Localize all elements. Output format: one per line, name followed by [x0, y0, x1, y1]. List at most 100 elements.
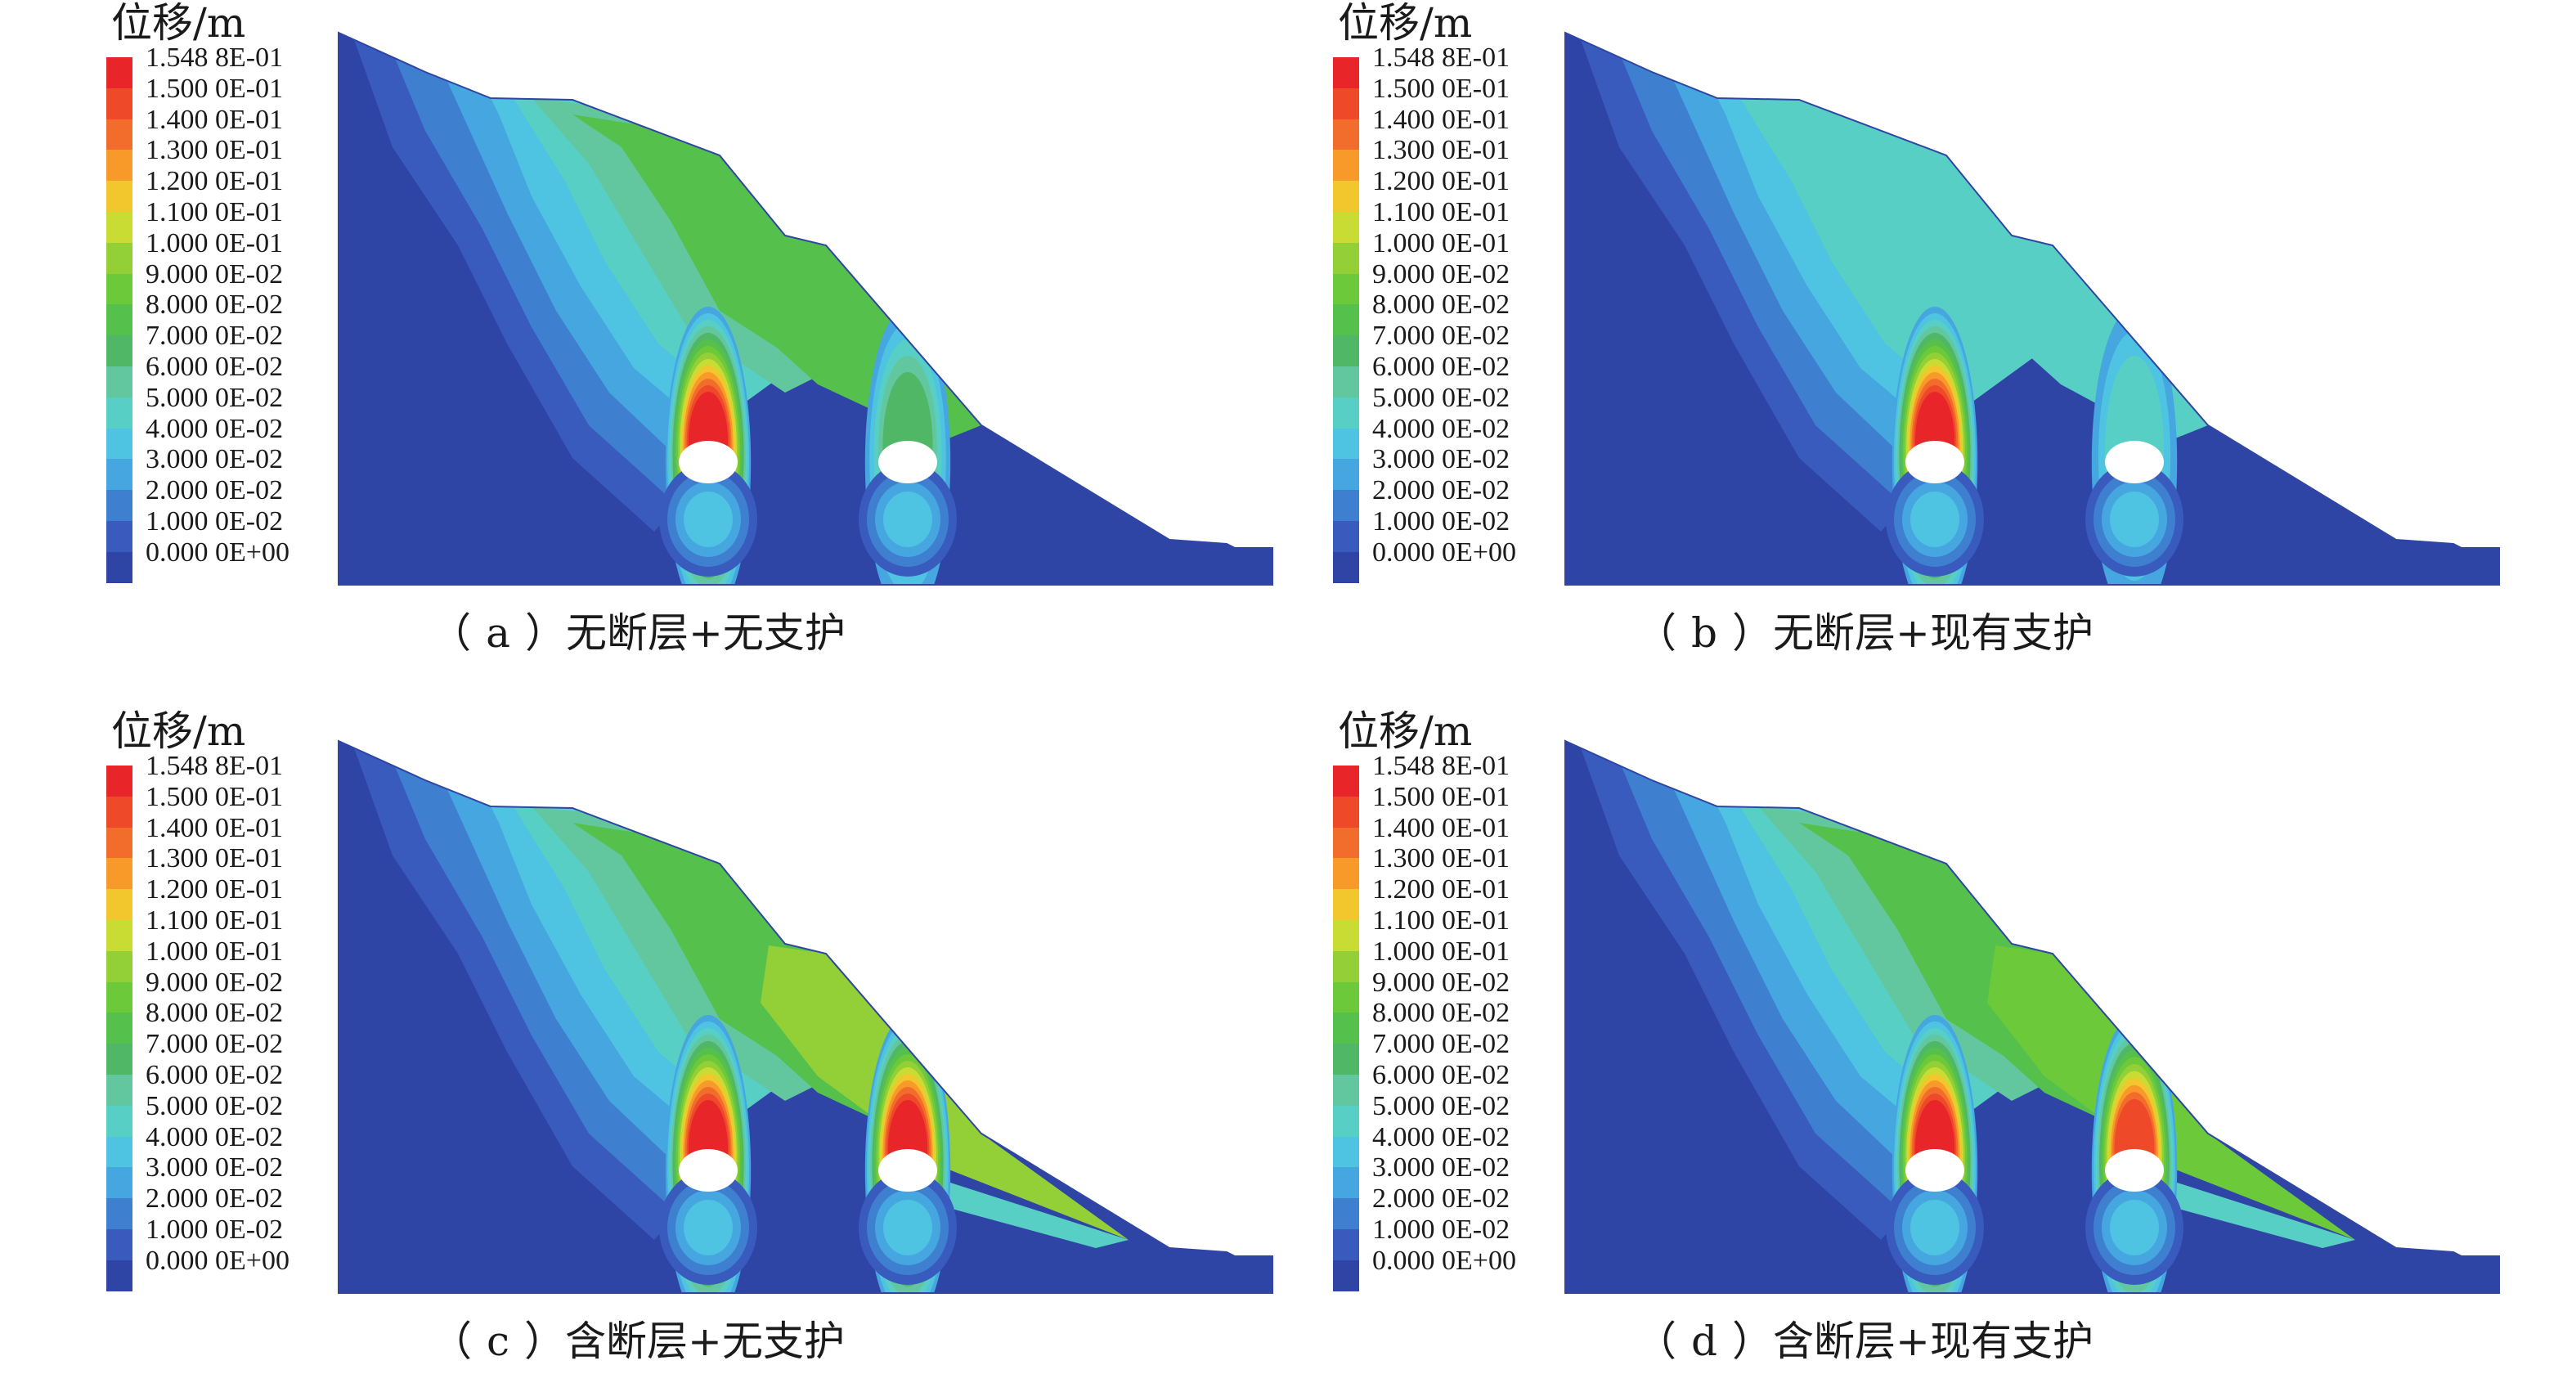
legend-swatch — [1333, 1074, 1359, 1106]
legend-tick-label: 3.000 0E-02 — [1372, 444, 1510, 475]
legend-swatch — [106, 1198, 132, 1229]
legend-tick-label: 9.000 0E-02 — [146, 258, 284, 290]
legend-swatch — [1333, 1167, 1359, 1199]
slope-outline — [338, 31, 1273, 586]
legend-tick-label: 1.400 0E-01 — [1372, 104, 1510, 135]
legend-tick-label: 3.000 0E-02 — [1372, 1152, 1510, 1183]
tunnel-opening — [1905, 441, 1964, 483]
panel-c: 位移/m 1.548 8E-01 1.500 0E-01 1.400 0E-01 1.… — [0, 708, 1276, 1392]
legend-unit-label: 位移/m — [111, 707, 246, 755]
legend-tick-label: 1.200 0E-01 — [1372, 874, 1510, 905]
legend-swatch — [1333, 150, 1359, 182]
tunnel-displacement-zone — [684, 1200, 733, 1255]
legend-swatch — [1333, 1136, 1359, 1168]
legend-tick-label: 1.000 0E-01 — [1372, 936, 1510, 967]
slope-outline — [1564, 739, 2500, 1294]
legend-swatch — [1333, 273, 1359, 305]
legend-tick-label: 1.300 0E-01 — [146, 843, 284, 874]
tunnel-opening — [2105, 441, 2164, 483]
tunnel-opening — [2105, 1149, 2164, 1192]
legend-tick-label: 4.000 0E-02 — [146, 1121, 284, 1152]
panel-caption-text: 含断层+现有支护 — [1773, 1318, 2094, 1365]
legend-swatch — [1333, 950, 1359, 982]
displacement-contour-plot — [1564, 31, 2500, 586]
legend-tick-label: 7.000 0E-02 — [146, 1029, 284, 1060]
displacement-contour-plot — [1564, 739, 2500, 1294]
legend-swatch — [106, 919, 132, 951]
legend-tick-label: 5.000 0E-02 — [1372, 1090, 1510, 1121]
tunnel-displacement-zone — [2110, 492, 2159, 547]
legend-tick-label: 1.100 0E-01 — [146, 905, 284, 936]
legend-tick-label: 5.000 0E-02 — [146, 382, 284, 413]
legend-tick-label: 1.000 0E-02 — [146, 506, 284, 537]
legend-unit-label: 位移/m — [111, 0, 246, 47]
legend-tick-label: 1.400 0E-01 — [146, 812, 284, 843]
legend-tick-label: 6.000 0E-02 — [146, 352, 284, 382]
panel-letter: a — [486, 609, 510, 657]
legend-swatch — [106, 1260, 132, 1291]
legend-tick-label: 8.000 0E-02 — [146, 998, 284, 1029]
legend-swatch — [106, 150, 132, 182]
contour-band — [1726, 74, 2053, 409]
tunnel-displacement-zone — [1910, 492, 1959, 547]
legend-tick-label: 1.500 0E-01 — [1372, 73, 1510, 104]
legend-swatch — [106, 950, 132, 982]
legend-tick-label: 1.548 8E-01 — [1372, 43, 1510, 73]
legend-tick-label: 7.000 0E-02 — [1372, 1029, 1510, 1060]
legend-colorbar — [1333, 57, 1359, 583]
legend-swatch — [106, 1044, 132, 1075]
legend-swatch — [106, 335, 132, 366]
legend-tick-label: 3.000 0E-02 — [146, 444, 284, 475]
legend-tick-label: 2.000 0E-02 — [1372, 475, 1510, 506]
panel-d: 位移/m 1.548 8E-01 1.500 0E-01 1.400 0E-01 1.… — [1227, 708, 2502, 1392]
legend-tick-label: 5.000 0E-02 — [1372, 382, 1510, 413]
legend-tick-label: 1.400 0E-01 — [146, 104, 284, 135]
legend-swatch — [106, 858, 132, 890]
panel-caption-text: 无断层+无支护 — [565, 609, 846, 657]
legend-swatch — [106, 211, 132, 243]
legend-tick-label: 1.548 8E-01 — [146, 751, 284, 781]
legend-tick-label: 2.000 0E-02 — [146, 475, 284, 506]
legend-tick-label: 1.400 0E-01 — [1372, 812, 1510, 843]
panel-caption: （c ）含断层+无支护 — [431, 1318, 845, 1365]
legend-tick-label: 1.200 0E-01 — [146, 166, 284, 197]
legend-tick-label: 9.000 0E-02 — [146, 967, 284, 998]
tunnel-opening — [679, 1149, 738, 1192]
legend-swatch — [1333, 304, 1359, 336]
legend-swatch — [106, 766, 132, 797]
legend-swatch — [106, 1136, 132, 1168]
legend-swatch — [1333, 1228, 1359, 1260]
legend-tick-label: 4.000 0E-02 — [1372, 413, 1510, 444]
legend-tick-label: 1.548 8E-01 — [1372, 751, 1510, 781]
legend-swatch — [106, 304, 132, 336]
legend-colorbar — [1333, 766, 1359, 1291]
legend-swatch — [106, 1228, 132, 1260]
legend-swatch — [1333, 1198, 1359, 1229]
legend-swatch — [1333, 181, 1359, 212]
legend-swatch — [1333, 335, 1359, 366]
legend-swatch — [1333, 119, 1359, 150]
legend-tick-label: 7.000 0E-02 — [1372, 321, 1510, 352]
legend-swatch — [1333, 766, 1359, 797]
panel-letter: d — [1691, 1318, 1718, 1365]
legend-swatch — [106, 242, 132, 274]
legend-tick-label: 1.300 0E-01 — [1372, 843, 1510, 874]
legend-tick-label: 1.300 0E-01 — [1372, 135, 1510, 166]
legend-swatch — [106, 520, 132, 552]
contour-band — [900, 1166, 1129, 1248]
slope-outline — [338, 739, 1273, 1294]
panel-b: 位移/m 1.548 8E-01 1.500 0E-01 1.400 0E-01 1.… — [1227, 0, 2502, 684]
legend-swatch — [1333, 1044, 1359, 1075]
tunnel-opening — [878, 1149, 937, 1192]
legend-tick-label: 9.000 0E-02 — [1372, 967, 1510, 998]
tunnel-opening — [679, 441, 738, 483]
legend-unit-label: 位移/m — [1338, 707, 1473, 755]
legend-swatch — [1333, 242, 1359, 274]
panel-caption-text: 无断层+现有支护 — [1773, 609, 2094, 657]
legend-swatch — [106, 57, 132, 88]
tunnel-displacement-zone — [1910, 1200, 1959, 1255]
legend-tick-label: 7.000 0E-02 — [146, 321, 284, 352]
panel-caption: （b ）无断层+现有支护 — [1636, 609, 2094, 657]
legend-tick-label: 1.000 0E-02 — [1372, 506, 1510, 537]
legend-swatch — [1333, 1260, 1359, 1291]
